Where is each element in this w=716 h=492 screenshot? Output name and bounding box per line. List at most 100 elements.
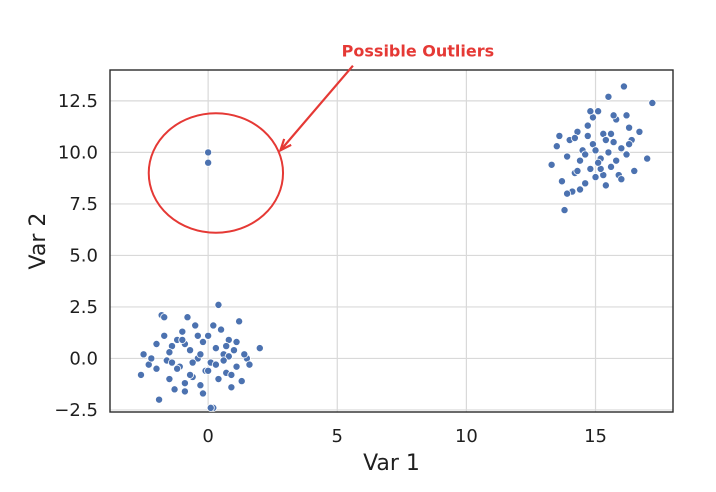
data-point-s0-p59 xyxy=(198,389,207,398)
x-axis-label: Var 1 xyxy=(363,451,420,476)
data-point-s0-p52 xyxy=(180,379,189,388)
data-point-s2-p52 xyxy=(573,166,582,175)
data-point-s0-p17 xyxy=(186,346,195,355)
x-tick-label-1: 5 xyxy=(332,426,343,447)
data-point-s0-p62 xyxy=(186,370,195,379)
data-point-s2-p5 xyxy=(563,152,572,161)
annotation-layer: Possible Outliers xyxy=(147,42,494,234)
data-point-s0-p40 xyxy=(165,348,174,357)
data-point-s2-p48 xyxy=(563,189,572,198)
data-point-s0-p3 xyxy=(147,354,156,363)
data-point-s0-p44 xyxy=(224,352,233,361)
data-point-s2-p54 xyxy=(604,148,613,157)
data-point-s2-p3 xyxy=(557,177,566,186)
data-point-s2-p37 xyxy=(591,146,600,155)
data-point-s0-p11 xyxy=(170,385,179,394)
x-tick-label-2: 10 xyxy=(455,426,478,447)
data-point-s0-p49 xyxy=(232,337,241,346)
data-point-s0-p51 xyxy=(160,331,169,340)
x-tick-label-0: 0 xyxy=(202,426,213,447)
data-point-s2-p38 xyxy=(601,136,610,145)
y-tick-label-1: 0.0 xyxy=(69,348,98,369)
data-point-s2-p22 xyxy=(607,162,616,171)
y-axis-label: Var 2 xyxy=(26,213,51,270)
data-point-s0-p5 xyxy=(155,395,164,404)
data-point-s0-p55 xyxy=(227,370,236,379)
data-point-s2-p34 xyxy=(648,98,657,107)
data-point-s0-p27 xyxy=(211,344,220,353)
data-point-s2-p2 xyxy=(555,131,564,140)
data-point-s0-p50 xyxy=(152,364,161,373)
data-point-s0-p43 xyxy=(211,360,220,369)
data-point-s0-p37 xyxy=(237,377,246,386)
data-point-s2-p21 xyxy=(604,92,613,101)
outlier-circle xyxy=(147,112,285,234)
data-point-s2-p13 xyxy=(583,121,592,130)
data-point-s0-p7 xyxy=(160,313,169,322)
data-point-s2-p46 xyxy=(583,131,592,140)
data-point-s0-p9 xyxy=(165,375,174,384)
data-point-s0-p35 xyxy=(232,362,241,371)
data-point-s2-p16 xyxy=(591,173,600,182)
data-point-s0-p60 xyxy=(214,300,223,309)
data-point-s2-p33 xyxy=(643,154,652,163)
data-point-s2-p23 xyxy=(609,138,618,147)
annotation-label: Possible Outliers xyxy=(342,42,494,61)
data-point-s2-p42 xyxy=(607,129,616,138)
data-point-s2-p1 xyxy=(552,142,561,151)
data-point-s2-p32 xyxy=(635,127,644,136)
data-point-s0-p64 xyxy=(222,342,231,351)
y-tick-label-6: 12.5 xyxy=(58,91,98,112)
data-point-s2-p14 xyxy=(586,164,595,173)
data-point-s0-p28 xyxy=(214,375,223,384)
plot-frame xyxy=(109,69,674,413)
data-point-s2-p31 xyxy=(630,166,639,175)
annotation-arrow-head xyxy=(278,138,292,153)
data-point-s0-p46 xyxy=(188,358,197,367)
y-tick-label-3: 5.0 xyxy=(69,245,98,266)
data-point-s0-p42 xyxy=(196,350,205,359)
data-point-s0-p53 xyxy=(193,331,202,340)
grid-lines xyxy=(110,70,673,412)
data-point-s0-p36 xyxy=(235,317,244,326)
data-point-s0-p34 xyxy=(229,346,238,355)
data-point-s2-p20 xyxy=(601,181,610,190)
annotation-arrow-shaft xyxy=(279,64,354,152)
data-point-s0-p45 xyxy=(173,364,182,373)
y-tick-label-4: 7.5 xyxy=(69,194,98,215)
data-point-s0-p14 xyxy=(178,327,187,336)
data-point-s0-p57 xyxy=(255,344,264,353)
data-point-s2-p28 xyxy=(622,150,631,159)
data-point-s0-p61 xyxy=(206,403,215,412)
data-point-s0-p33 xyxy=(227,383,236,392)
data-point-s2-p47 xyxy=(625,140,634,149)
data-point-s2-p0 xyxy=(547,160,556,169)
data-point-s2-p35 xyxy=(570,133,579,142)
data-point-s0-p39 xyxy=(245,360,254,369)
data-point-s2-p53 xyxy=(622,111,631,120)
data-point-s0-p21 xyxy=(196,381,205,390)
data-point-s0-p48 xyxy=(219,356,228,365)
data-point-s0-p63 xyxy=(167,358,176,367)
points-layer xyxy=(136,82,657,412)
data-point-s0-p0 xyxy=(136,370,145,379)
data-point-s2-p26 xyxy=(617,144,626,153)
data-point-s1-p1 xyxy=(204,158,213,167)
data-point-s0-p22 xyxy=(198,337,207,346)
data-point-s2-p50 xyxy=(609,111,618,120)
data-point-s0-p54 xyxy=(209,321,218,330)
data-point-s0-p15 xyxy=(180,387,189,396)
data-point-s2-p39 xyxy=(612,156,621,165)
x-tick-label-3: 15 xyxy=(584,426,607,447)
plot-border xyxy=(109,69,674,413)
axes-layer: 0 5 10 15 −2.5 0.0 2.5 5.0 7.5 10.0 12.5 Var 1 Var 2 xyxy=(26,91,607,476)
data-point-s0-p47 xyxy=(204,366,213,375)
data-point-s2-p51 xyxy=(594,158,603,167)
data-point-s1-p0 xyxy=(204,148,213,157)
data-point-s0-p24 xyxy=(204,331,213,340)
data-point-s0-p1 xyxy=(139,350,148,359)
data-point-s2-p4 xyxy=(560,206,569,215)
data-point-s2-p44 xyxy=(617,175,626,184)
